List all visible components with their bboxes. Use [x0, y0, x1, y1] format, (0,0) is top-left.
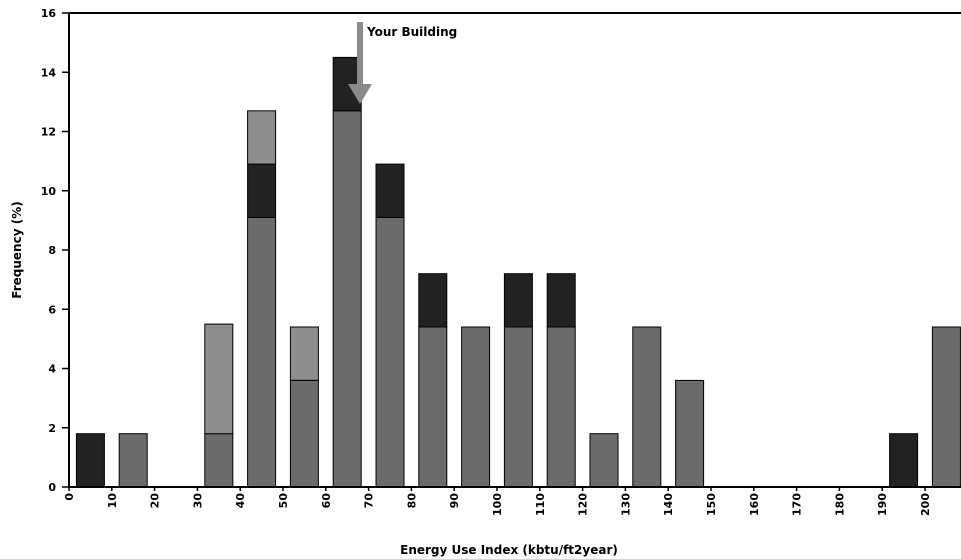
bar-4-segment-1 [289, 326, 319, 381]
bar-1 [118, 433, 148, 488]
bar-3-segment-0 [247, 216, 277, 488]
bar-10-segment-1 [546, 273, 576, 328]
bar-12-segment-0 [632, 326, 662, 488]
bar-10-segment-0 [546, 326, 576, 488]
bar-7-segment-0 [418, 326, 448, 488]
bar-6-segment-0 [375, 216, 405, 488]
bar-9-segment-1 [503, 273, 533, 328]
annotation-layer: Your Building [348, 22, 457, 104]
bar-4 [289, 326, 319, 488]
bar-0-segment-0 [75, 433, 105, 488]
bar-14-segment-0 [889, 433, 919, 488]
bar-14 [889, 433, 919, 488]
x-tick-label-6: 60 [320, 493, 333, 509]
bar-2-segment-0 [204, 433, 234, 488]
x-tick-label-5: 50 [277, 493, 290, 509]
x-tick-label-20: 200 [919, 493, 932, 516]
x-axis-title: Energy Use Index (kbtu/ft2year) [400, 543, 618, 557]
bar-8 [461, 326, 491, 488]
bar-7 [418, 273, 448, 488]
your-building-arrow-head [348, 84, 372, 104]
y-tick-label-4: 8 [48, 244, 56, 257]
x-tick-label-16: 160 [748, 493, 761, 516]
x-tick-label-13: 130 [619, 493, 632, 516]
bar-5-segment-0 [332, 110, 362, 488]
bar-13-segment-0 [675, 379, 705, 488]
bar-2 [204, 323, 234, 488]
x-tick-label-1: 10 [106, 493, 119, 509]
bar-3-segment-1 [247, 163, 277, 218]
y-tick-label-8: 16 [41, 7, 57, 20]
bar-8-segment-0 [461, 326, 491, 488]
bar-13 [675, 379, 705, 488]
x-tick-label-9: 90 [448, 493, 461, 509]
your-building-arrow [357, 22, 363, 86]
bar-11-segment-0 [589, 433, 619, 488]
bar-9 [503, 273, 533, 488]
x-tick-label-14: 140 [662, 493, 675, 516]
bar-6-segment-1 [375, 163, 405, 218]
bar-11 [589, 433, 619, 488]
bar-9-segment-0 [503, 326, 533, 488]
bar-6 [375, 163, 405, 488]
y-tick-label-7: 14 [41, 66, 57, 79]
y-tick-label-2: 4 [48, 363, 56, 376]
x-tick-label-12: 120 [577, 493, 590, 516]
bar-0 [75, 433, 105, 488]
y-tick-label-0: 0 [48, 481, 56, 494]
bar-4-segment-0 [289, 379, 319, 488]
x-tick-label-0: 0 [63, 493, 76, 501]
x-tick-label-4: 40 [234, 493, 247, 509]
bar-5 [332, 56, 362, 488]
x-tick-label-2: 20 [149, 493, 162, 509]
x-ticks-layer: 0 10 20 30 40 50 60 70 80 90 100 110 120 130 140 150 160… [63, 487, 932, 516]
bar-7-segment-1 [418, 273, 448, 328]
y-tick-label-5: 10 [41, 185, 57, 198]
y-tick-label-1: 2 [48, 422, 56, 435]
bar-1-segment-0 [118, 433, 148, 488]
x-tick-label-18: 180 [833, 493, 846, 516]
bar-15-segment-0 [931, 326, 961, 488]
x-tick-label-7: 70 [363, 493, 376, 509]
bar-10 [546, 273, 576, 488]
bars-layer [75, 56, 961, 488]
x-tick-label-8: 80 [405, 493, 418, 509]
bar-3 [247, 110, 277, 488]
y-tick-label-6: 12 [41, 126, 56, 139]
bar-15 [931, 326, 961, 488]
x-tick-label-17: 170 [791, 493, 804, 516]
x-tick-label-3: 30 [191, 493, 204, 509]
y-ticks-layer: 0 2 4 6 8 10 12 14 16 [41, 7, 69, 494]
x-tick-label-10: 100 [491, 493, 504, 516]
x-tick-label-15: 150 [705, 493, 718, 516]
your-building-label: Your Building [366, 25, 457, 39]
bar-12 [632, 326, 662, 488]
y-tick-label-3: 6 [48, 303, 56, 316]
bar-2-segment-1 [204, 323, 234, 435]
x-tick-label-11: 110 [534, 493, 547, 516]
x-tick-label-19: 190 [876, 493, 889, 516]
bar-3-segment-2 [247, 110, 277, 165]
y-axis-title: Frequency (%) [10, 201, 24, 298]
